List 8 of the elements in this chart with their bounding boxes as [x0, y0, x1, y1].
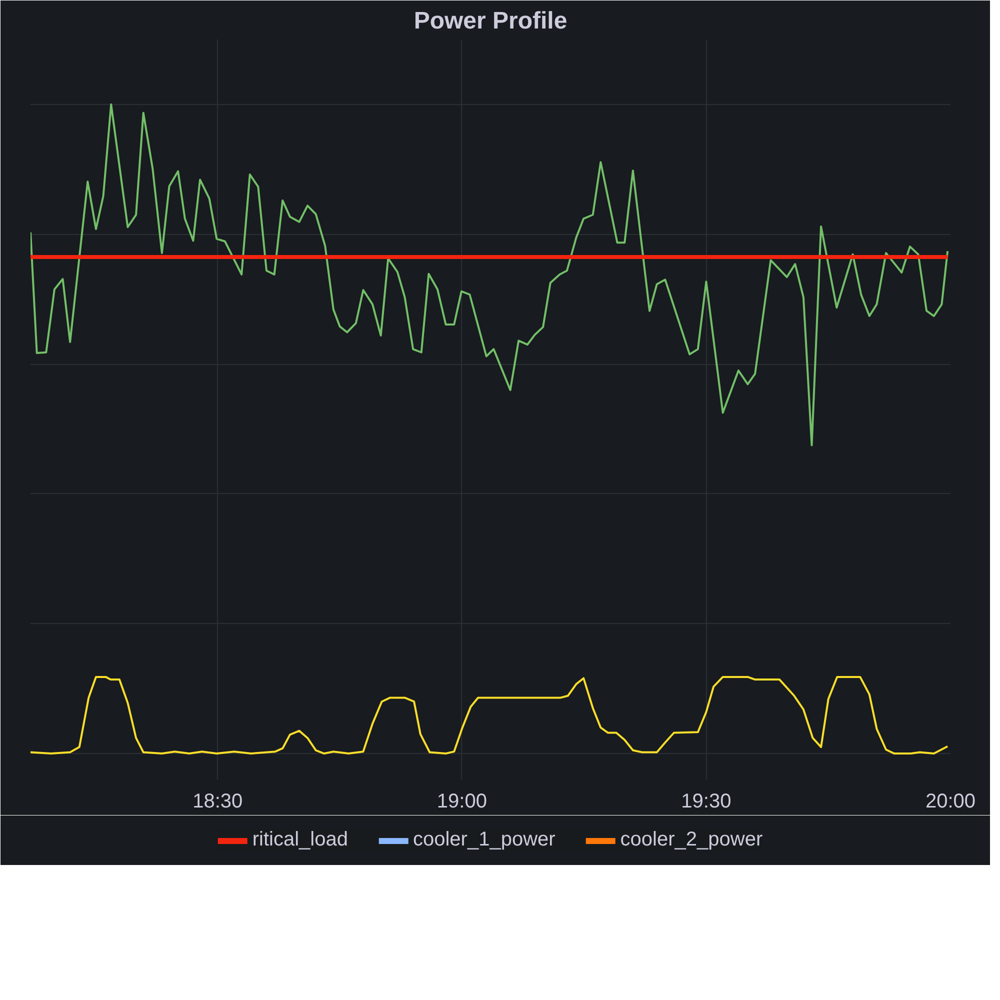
legend-label: cooler_2_power	[620, 828, 763, 852]
chart-title: Power Profile	[414, 8, 568, 34]
x-tick-label: 18:30	[192, 790, 243, 812]
legend-label: ritical_load	[252, 828, 348, 852]
x-tick-label: 19:30	[681, 790, 732, 812]
x-tick-label: 19:00	[436, 790, 487, 812]
x-tick-label: 20:00	[925, 790, 976, 812]
legend-label: cooler_1_power	[412, 828, 556, 852]
